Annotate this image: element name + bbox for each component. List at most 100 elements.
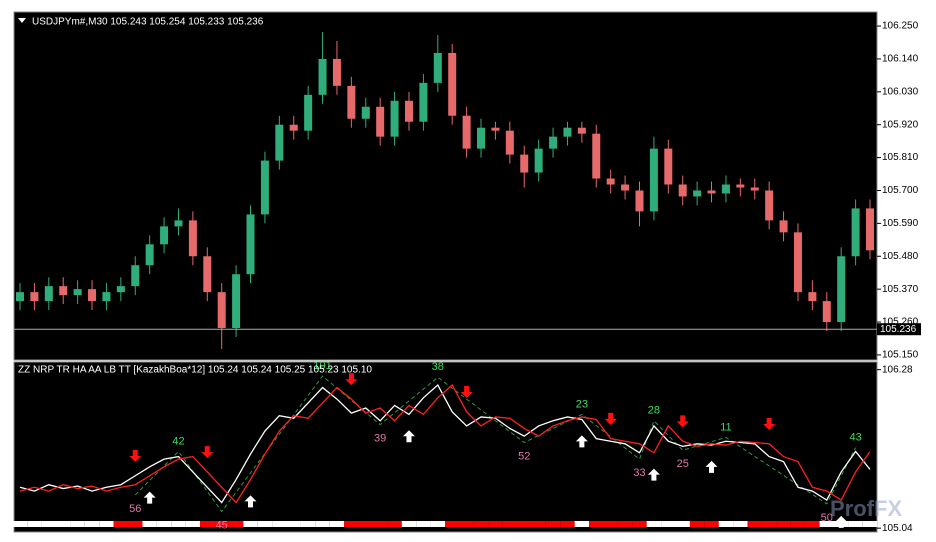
trend-segment — [27, 521, 42, 527]
candle-body — [376, 106, 385, 137]
candle-body — [649, 148, 658, 212]
candle-body — [73, 289, 82, 296]
trend-segment — [156, 521, 172, 527]
trend-segment — [344, 521, 359, 527]
trend-segment — [603, 521, 618, 527]
y-tick-label: 106.030 — [882, 86, 919, 97]
candle-body — [289, 124, 298, 131]
indicator-title: ZZ NRP TR HA AA LB TT [KazakhBoa*12] 105… — [18, 365, 372, 376]
y-tick-label: 105.810 — [882, 152, 919, 163]
candle-body — [750, 187, 759, 191]
last-price-box — [877, 323, 921, 336]
candle-body — [131, 265, 140, 287]
zigzag-line — [134, 375, 857, 513]
candle-body — [318, 58, 327, 95]
trend-segment — [617, 521, 633, 527]
candle-body — [116, 286, 125, 293]
candle-body — [304, 94, 313, 131]
zigzag-label: 45 — [216, 519, 228, 531]
candle-body — [693, 190, 702, 197]
trend-segment — [272, 521, 287, 527]
candle-body — [793, 232, 802, 293]
y-tick-label: 105.260 — [882, 317, 919, 328]
trend-segment — [488, 521, 503, 527]
candle-body — [59, 286, 68, 296]
candle-body — [145, 244, 154, 266]
trend-segment — [776, 521, 791, 527]
trend-segment — [41, 521, 57, 527]
trend-segment — [632, 521, 647, 527]
price-panel — [13, 11, 878, 361]
y-tick-label: 106.28 — [882, 364, 913, 375]
trend-segment — [372, 521, 388, 527]
menu-icon[interactable] — [18, 18, 26, 23]
candle-body — [275, 124, 284, 161]
candle-body — [260, 160, 269, 215]
candle-body — [808, 292, 817, 302]
zigzag-label: 52 — [518, 450, 530, 462]
trend-segment — [171, 521, 186, 527]
trend-segment — [574, 521, 590, 527]
trend-segment — [315, 521, 330, 527]
zigzag-label: 33 — [633, 467, 645, 479]
candle-body — [505, 130, 514, 155]
candle-body — [635, 190, 644, 212]
white-line — [19, 383, 871, 504]
candle-body — [765, 190, 774, 221]
y-tick-label: 105.04 — [882, 523, 913, 534]
trend-segment — [675, 521, 690, 527]
candle-body — [88, 289, 97, 302]
trend-segment — [646, 521, 662, 527]
candle-body — [491, 127, 500, 131]
trend-segment — [185, 521, 201, 527]
arrow-down — [763, 417, 776, 430]
candle-body — [174, 220, 183, 227]
trend-segment — [128, 521, 143, 527]
trend-segment — [113, 521, 129, 527]
trend-segment — [257, 521, 273, 527]
trend-segment — [747, 521, 762, 527]
candle-body — [606, 178, 615, 185]
trend-segment — [473, 521, 489, 527]
trend-segment — [70, 521, 85, 527]
trend-segment — [733, 521, 748, 527]
trend-segment — [286, 521, 301, 527]
y-tick-label: 106.250 — [882, 21, 919, 32]
trend-segment — [848, 521, 863, 527]
trend-segment — [862, 521, 878, 527]
trend-segment — [502, 521, 518, 527]
zigzag-label: 11 — [720, 421, 731, 433]
candle-body — [736, 184, 745, 188]
arrow-up — [244, 495, 257, 508]
arrow-down — [201, 446, 214, 459]
candle-body — [721, 184, 730, 194]
trend-segment — [459, 521, 474, 527]
trend-segment — [214, 521, 229, 527]
candle-body — [419, 82, 428, 122]
trend-segment — [805, 521, 820, 527]
candle-body — [822, 301, 831, 323]
zigzag-label: 56 — [129, 503, 141, 515]
zigzag-label: 50 — [821, 512, 833, 524]
candle-body — [390, 100, 399, 137]
trend-segment — [589, 521, 604, 527]
candle-body — [203, 256, 212, 293]
trend-segment — [99, 521, 114, 527]
trend-segment — [718, 521, 734, 527]
candle-body — [520, 154, 529, 173]
candle-body — [462, 115, 471, 149]
arrow-up — [575, 435, 588, 448]
candle-body — [361, 106, 370, 119]
candle-body — [534, 148, 543, 173]
y-tick-label: 105.590 — [882, 218, 919, 229]
arrow-down — [676, 415, 689, 428]
candle-body — [347, 85, 356, 119]
candle-body — [621, 184, 630, 191]
candle-body — [160, 226, 169, 245]
zigzag-label: 25 — [677, 458, 689, 470]
watermark: ProfFX — [830, 496, 902, 521]
trend-segment — [387, 521, 402, 527]
y-tick-label: 105.480 — [882, 251, 919, 262]
trend-segment — [517, 521, 532, 527]
